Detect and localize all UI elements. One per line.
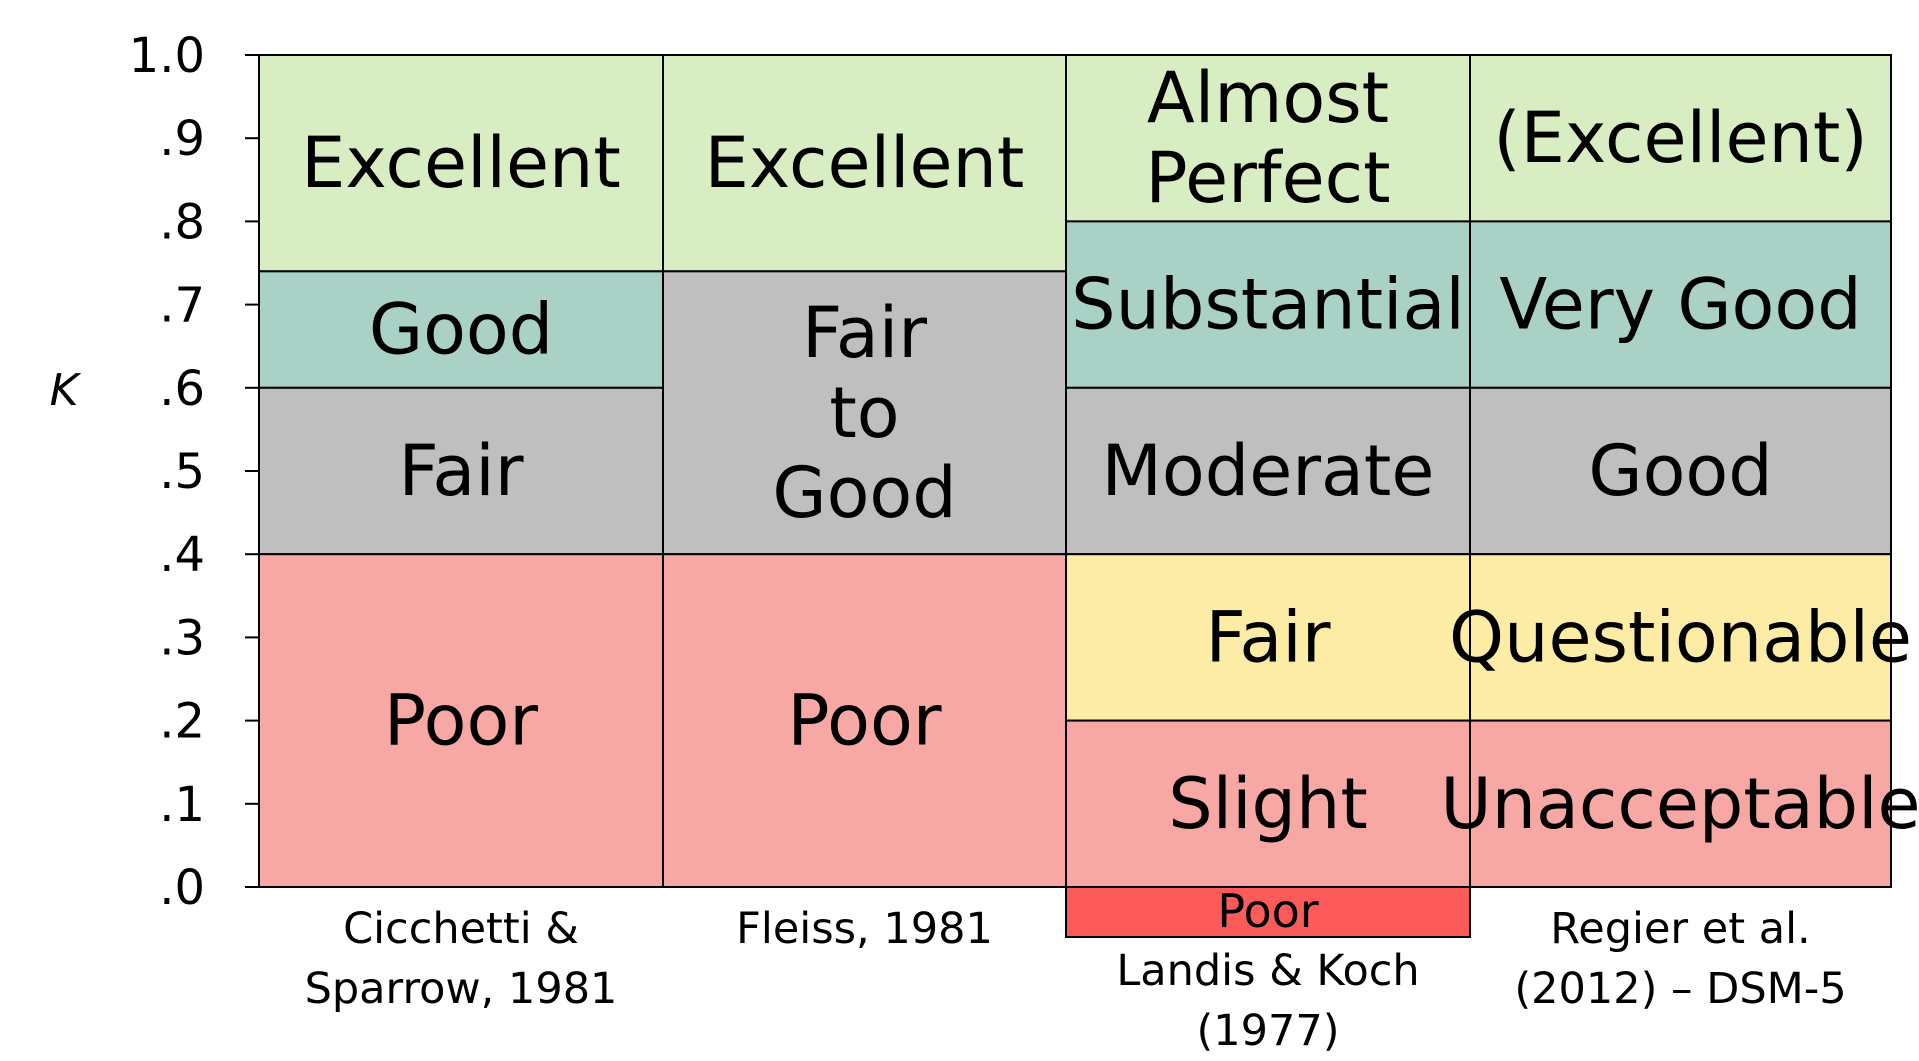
y-tick-label-5: .5 — [159, 444, 205, 500]
band-c3-b4 — [1469, 719, 1892, 888]
band-label-c3-b1-l0: Very Good — [1499, 264, 1861, 346]
y-tick-label-7: .3 — [159, 610, 205, 666]
column-source-c1-l0: Fleiss, 1981 — [736, 904, 993, 954]
band-c1-b2 — [662, 553, 1067, 888]
band-c0-b0 — [258, 54, 664, 273]
band-label-c0-b2-l0: Fair — [399, 430, 524, 512]
band-c2-b2 — [1065, 386, 1471, 556]
band-c1-b1 — [662, 270, 1067, 556]
band-label-c0-b3-l0: Poor — [384, 680, 538, 762]
band-c0-b1 — [258, 270, 664, 389]
column-source-c0-l1: Sparrow, 1981 — [305, 964, 618, 1014]
band-c3-b0 — [1469, 54, 1892, 223]
band-label-c1-b1-l0: Fair — [802, 292, 927, 374]
y-tick-label-9: .1 — [159, 777, 205, 833]
band-label-c2-b1-l0: Substantial — [1071, 264, 1465, 346]
band-c0-b2 — [258, 386, 664, 556]
band-label-c1-b1-l2: Good — [772, 452, 956, 534]
band-label-c0-b0-l0: Excellent — [301, 122, 621, 204]
y-tick-label-2: .8 — [159, 194, 205, 250]
band-c3-b2 — [1469, 386, 1892, 556]
band-c1-b0 — [662, 54, 1067, 273]
column-source-c3-l1: (2012) – DSM-5 — [1514, 964, 1846, 1014]
band-label-c0-b1-l0: Good — [369, 289, 553, 371]
column-labels: Excellent Good Fair Poor Cicchetti & Sparrow,… — [301, 57, 1919, 1056]
band-label-c1-b2-l0: Poor — [787, 680, 941, 762]
y-tick-label-4: .6 — [159, 361, 205, 417]
y-tick-label-8: .2 — [159, 694, 205, 750]
band-label-c2-b0-l0: Almost — [1147, 57, 1389, 139]
band-c3-b3 — [1469, 553, 1892, 722]
y-tick-label-1: .9 — [159, 111, 205, 167]
y-axis: 1.0 .9 .8 .7 .6 .5 .4 .3 .2 .1 .0 K — [50, 28, 260, 916]
bands-layer — [258, 54, 1892, 938]
y-tick-label-0: 1.0 — [129, 28, 205, 84]
band-label-c1-b0-l0: Excellent — [705, 122, 1025, 204]
band-label-c3-b2-l0: Good — [1588, 430, 1772, 512]
band-c3-b1 — [1469, 220, 1892, 389]
band-label-c2-b4-l0: Slight — [1168, 763, 1368, 845]
band-label-c1-b1-l1: to — [829, 372, 899, 454]
y-tick-label-10: .0 — [159, 860, 205, 916]
band-label-c3-b0-l0: (Excellent) — [1493, 97, 1867, 179]
band-label-c2-b3-l0: Fair — [1206, 596, 1331, 678]
y-axis-title: K — [50, 365, 82, 416]
band-c2-b4 — [1065, 719, 1471, 888]
below-zero-label-c2: Poor — [1217, 884, 1318, 938]
below-zero-band-c2 — [1065, 886, 1471, 938]
column-source-c2-l1: (1977) — [1197, 1006, 1340, 1056]
band-c2-b0 — [1065, 54, 1471, 223]
band-label-c3-b3-l0: Questionable — [1449, 596, 1912, 678]
band-label-c3-b4-l0: Unacceptable — [1440, 763, 1919, 845]
column-source-c0-l0: Cicchetti & — [343, 904, 579, 954]
column-source-c2-l0: Landis & Koch — [1116, 946, 1419, 996]
band-label-c2-b0-l1: Perfect — [1145, 137, 1390, 219]
y-tick-label-6: .4 — [159, 527, 205, 583]
y-tick-label-3: .7 — [159, 278, 205, 334]
column-source-c3-l0: Regier et al. — [1550, 904, 1810, 954]
band-label-c2-b2-l0: Moderate — [1102, 430, 1435, 512]
band-c0-b3 — [258, 553, 664, 888]
